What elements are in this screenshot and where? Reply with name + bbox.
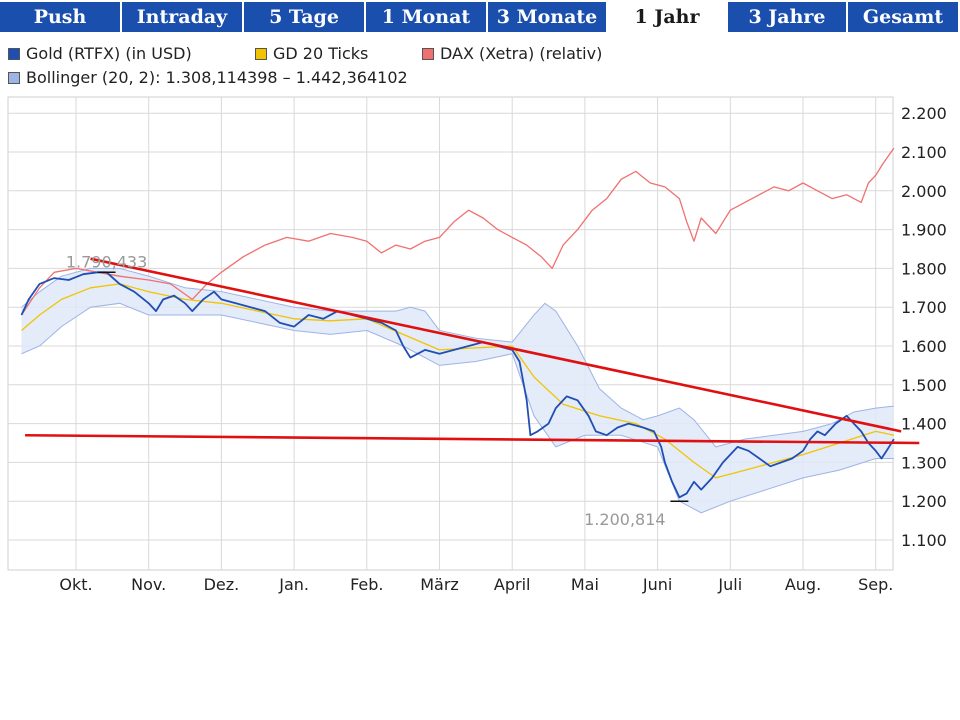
low-annotation: 1.200,814 <box>584 510 665 529</box>
trendlines <box>25 257 920 445</box>
tab-1-jahr[interactable]: 1 Jahr <box>608 2 726 32</box>
resistance-trendline <box>90 257 902 433</box>
y-tick-label: 2.100 <box>901 143 947 162</box>
tab-5-tage[interactable]: 5 Tage <box>244 2 364 32</box>
x-tick-label: Jan. <box>278 575 309 594</box>
y-tick-label: 1.500 <box>901 376 947 395</box>
tab-1-monat[interactable]: 1 Monat <box>366 2 486 32</box>
y-tick-label: 1.400 <box>901 415 947 434</box>
bollinger-lower-line <box>21 302 894 514</box>
x-tick-label: Feb. <box>350 575 383 594</box>
tab-push[interactable]: Push <box>0 2 120 32</box>
x-tick-label: April <box>494 575 531 594</box>
y-tick-label: 2.000 <box>901 182 947 201</box>
legend-swatch-gold <box>8 47 20 60</box>
tab-gesamt[interactable]: Gesamt <box>848 2 958 32</box>
legend-item-dax: DAX (Xetra) (relativ) <box>422 44 602 63</box>
legend-item-gd20: GD 20 Ticks <box>255 44 368 63</box>
tab-3-monate[interactable]: 3 Monate <box>488 2 606 32</box>
bollinger-upper-line <box>21 267 894 448</box>
bollinger-fill <box>21 268 894 513</box>
x-tick-label: Dez. <box>204 575 240 594</box>
legend-label-gold: Gold (RTFX) (in USD) <box>26 44 192 63</box>
legend-label-gd20: GD 20 Ticks <box>273 44 369 63</box>
legend-item-gold: Gold (RTFX) (in USD) <box>8 44 192 63</box>
support-trendline <box>25 433 920 445</box>
dax-line <box>20 147 895 316</box>
x-tick-label: Sep. <box>858 575 893 594</box>
y-tick-label: 1.300 <box>901 453 947 472</box>
x-tick-label: Juli <box>717 575 742 594</box>
y-tick-label: 1.800 <box>901 259 947 278</box>
gold-price-line <box>20 271 895 499</box>
x-tick-label: Nov. <box>131 575 166 594</box>
x-tick-label: Mai <box>571 575 599 594</box>
tab-intraday[interactable]: Intraday <box>122 2 242 32</box>
y-tick-label: 1.100 <box>901 531 947 550</box>
series-lines <box>20 147 895 499</box>
tab-3-jahre[interactable]: 3 Jahre <box>728 2 846 32</box>
x-tick-label: Juni <box>642 575 672 594</box>
x-tick-label: Aug. <box>785 575 821 594</box>
timeframe-tabs: Push Intraday 5 Tage 1 Monat 3 Monate 1 … <box>0 0 960 37</box>
y-tick-label: 2.200 <box>901 104 947 123</box>
legend-label-bollinger: Bollinger (20, 2): 1.308,114398 – 1.442,… <box>26 68 408 87</box>
legend-item-bollinger: Bollinger (20, 2): 1.308,114398 – 1.442,… <box>8 68 408 87</box>
legend-swatch-gd20 <box>255 47 267 60</box>
legend-label-dax: DAX (Xetra) (relativ) <box>440 44 603 63</box>
legend-swatch-dax <box>422 47 434 60</box>
axis-labels: 2.200 2.100 2.000 1.900 1.800 1.700 1.600 1.500… <box>59 104 946 594</box>
x-tick-label: Okt. <box>59 575 92 594</box>
extreme-markers <box>97 271 689 502</box>
y-tick-label: 1.600 <box>901 337 947 356</box>
y-tick-label: 1.200 <box>901 492 947 511</box>
y-tick-label: 1.700 <box>901 298 947 317</box>
legend-swatch-bollinger <box>8 71 20 84</box>
x-tick-label: März <box>420 575 459 594</box>
bollinger-band <box>21 267 894 514</box>
high-annotation: 1.790,433 <box>66 252 147 271</box>
y-tick-label: 1.900 <box>901 221 947 240</box>
gd20-line <box>21 283 895 479</box>
